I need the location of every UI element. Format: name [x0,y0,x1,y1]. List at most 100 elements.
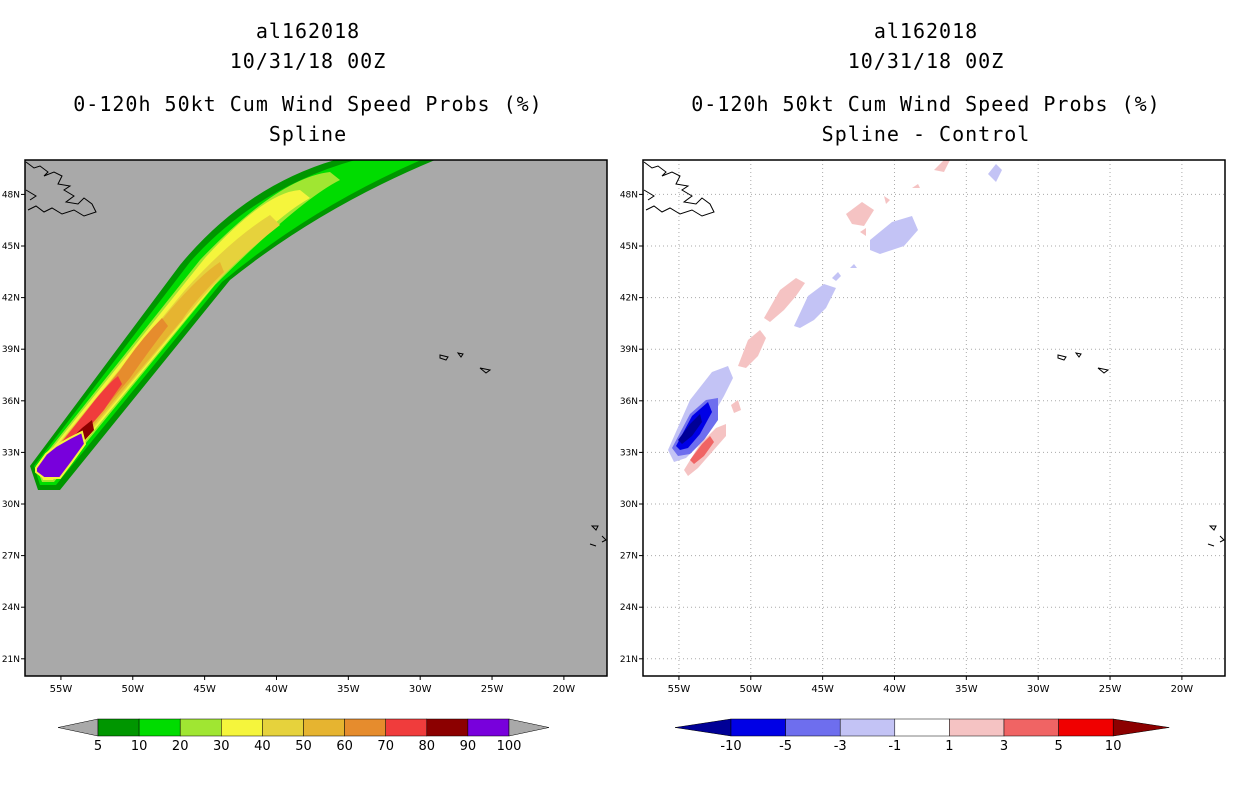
x-tick-label: 35W [955,684,978,695]
diff-pos-1-top-edge [934,160,950,172]
x-tick-label: 55W [668,684,691,695]
colorbar-level-label: 5 [1054,739,1062,754]
left-newfoundland-coast [25,161,97,217]
colorbar-level-label: 80 [419,739,436,754]
y-tick-label: 21N [2,655,20,665]
colorbar-segment [179,718,222,737]
left-date: 10/31/18 00Z [229,49,387,73]
right-gridlines [643,160,1225,676]
right-map-background [643,160,1225,676]
y-tick-label: 27N [2,552,20,562]
right-subtitle: Spline - Control [821,122,1031,146]
colorbar-segment [785,718,841,737]
left-madeira-island-2 [589,543,597,547]
right-map-panel: 55W 50W 45W 40W 35W 30W 25W 20W 48N 45N 42N 39N 36N 3… [620,159,1226,695]
right-azores-island-3 [1097,367,1110,374]
y-tick-label: 45N [620,242,638,252]
y-tick-label: 42N [2,294,20,304]
left-storm-id: al162018 [255,19,361,43]
right-date: 10/31/18 00Z [847,49,1005,73]
colorbar-segment [1003,718,1059,737]
colorbar-level-label: 50 [295,739,312,754]
diff-pos-1-mid [738,330,766,368]
x-tick-label: 50W [121,684,144,695]
colorbar-segment [467,718,510,737]
left-madeira-island [590,525,599,531]
right-africa-coast [1219,535,1225,543]
x-tick-label: 30W [1027,684,1050,695]
colorbar-level-label: 40 [254,739,271,754]
left-azores-island-2 [456,352,464,358]
y-tick-label: 39N [620,345,638,355]
right-map-frame [642,159,1226,677]
colorbar-level-label: 20 [172,739,189,754]
diff-neg-1-upper [870,216,918,254]
diff-pos-1-upper-speck [860,228,866,236]
diff-pos-3-south [690,436,714,464]
diff-pos-1-upper [846,202,874,226]
diff-neg-1-speck [832,272,841,281]
y-tick-label: 36N [2,397,20,407]
colorbar-low-triangle [57,718,99,737]
diff-pos-1-north [764,278,805,322]
colorbar-segment [949,718,1005,737]
y-tick-label: 24N [620,603,638,613]
right-azores-island-2 [1074,352,1082,358]
right-coast-detail [643,189,655,201]
colorbar-high-triangle [508,718,550,737]
left-panel-titles: al162018 10/31/18 00Z 0-120h 50kt Cum Wi… [16,16,600,149]
y-tick-label: 27N [620,552,638,562]
right-coastlines [643,161,1225,547]
diff-pos-1-speck [731,400,741,413]
y-tick-label: 33N [2,448,20,458]
x-tick-label: 50W [739,684,762,695]
colorbar-segment [426,718,469,737]
colorbar-segment [303,718,345,737]
diff-neg-1-speck-2 [850,264,857,268]
right-panel-titles: al162018 10/31/18 00Z 0-120h 50kt Cum Wi… [634,16,1218,149]
colorbar-level-label: 1 [945,739,953,754]
left-azores-island-3 [479,367,492,374]
colorbar-level-label: 90 [460,739,477,754]
colorbar-segment [262,718,304,737]
x-tick-label: 55W [50,684,73,695]
colorbar-segment [97,718,140,737]
colorbar-segment [221,718,263,737]
left-probability-swath [30,160,436,490]
left-axes: 55W 50W 45W 40W 35W 30W 25W 20W 48N 45N 42N 39N 36N 3… [2,190,575,695]
colorbar-level-label: 60 [336,739,353,754]
left-azores-island-1 [439,354,449,361]
colorbar-level-label: 70 [377,739,394,754]
x-tick-label: 30W [409,684,432,695]
colorbar-level-label: 10 [131,739,148,754]
colorbar-low-triangle [674,718,732,737]
colorbar-level-label: 3 [1000,739,1008,754]
diff-pos-1-top-speck-2 [912,184,920,188]
x-tick-label: 20W [1171,684,1194,695]
diff-neg-10-core [678,414,702,444]
y-tick-label: 21N [620,655,638,665]
x-tick-label: 20W [553,684,576,695]
colorbar-segment [344,718,386,737]
right-madeira-island-2 [1207,543,1215,547]
right-axes: 55W 50W 45W 40W 35W 30W 25W 20W 48N 45N 42N 39N 36N 3… [620,190,1193,695]
x-tick-label: 25W [1099,684,1122,695]
y-tick-label: 33N [620,448,638,458]
x-tick-label: 40W [883,684,906,695]
colorbar-level-label: -10 [720,739,741,754]
y-tick-label: 36N [620,397,638,407]
left-africa-coast [601,535,607,543]
colorbar-level-label: -5 [779,739,792,754]
right-difference-field [668,160,1002,476]
y-tick-label: 45N [2,242,20,252]
right-colorbar: -10 -5 -3 -1 1 3 5 10 [674,718,1170,754]
x-tick-label: 25W [481,684,504,695]
colorbar-level-label: 100 [497,739,522,754]
y-tick-label: 24N [2,603,20,613]
colorbar-level-label: 5 [94,739,102,754]
colorbar-segment [1058,718,1114,737]
x-tick-label: 45W [193,684,216,695]
left-map-panel: 55W 50W 45W 40W 35W 30W 25W 20W 48N 45N 42N 39N 36N 3… [2,159,608,695]
x-tick-label: 35W [337,684,360,695]
right-madeira-island [1208,525,1217,531]
